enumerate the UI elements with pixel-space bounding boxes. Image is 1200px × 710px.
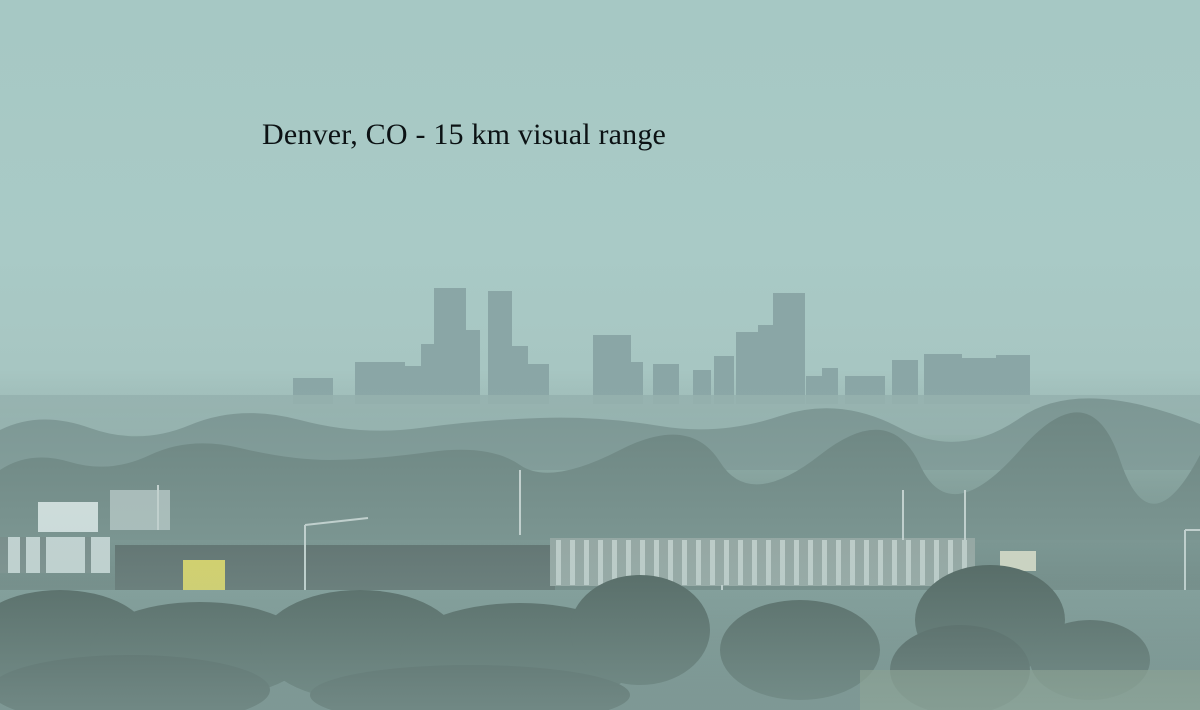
haze-veil: [0, 380, 1200, 710]
image-caption: Denver, CO - 15 km visual range: [262, 118, 667, 151]
